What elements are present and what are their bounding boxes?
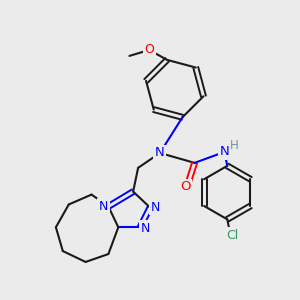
- Text: N: N: [155, 146, 165, 160]
- Text: N: N: [219, 146, 229, 158]
- Text: N: N: [150, 201, 160, 214]
- Text: N: N: [140, 222, 150, 235]
- Text: O: O: [180, 180, 191, 193]
- Text: O: O: [144, 44, 154, 56]
- Text: Cl: Cl: [226, 229, 238, 242]
- Text: H: H: [230, 139, 239, 152]
- Text: N: N: [99, 200, 108, 213]
